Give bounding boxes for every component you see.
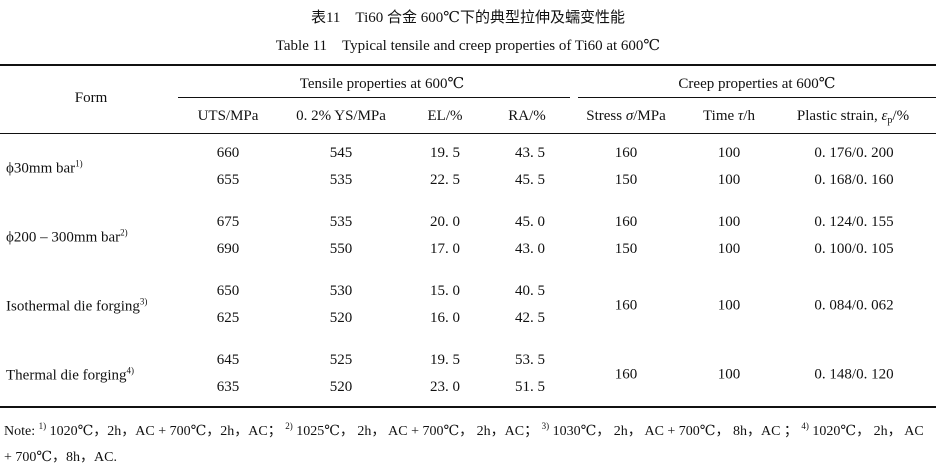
header-stress: Stress σ/MPa <box>586 108 666 124</box>
table-caption-en: Table 11 Typical tensile and creep prope… <box>275 38 661 54</box>
cell-stress: 150 <box>614 241 638 257</box>
header-el: EL/% <box>427 108 463 124</box>
creep-group-rule <box>578 97 936 98</box>
tensile-group-rule <box>178 97 570 98</box>
table-caption-cn: 表11 Ti60 合金 600℃下的典型拉伸及蠕变性能 <box>310 10 626 26</box>
header-tensile-group: Tensile properties at 600℃ <box>299 76 465 92</box>
header-rule <box>0 133 936 134</box>
cell-stress: 160 <box>614 214 638 230</box>
header-creep-group: Creep properties at 600℃ <box>678 76 836 92</box>
cell-el: 22. 5 <box>430 172 460 188</box>
cell-ys: 535 <box>329 172 353 188</box>
header-uts: UTS/MPa <box>197 108 259 124</box>
cell-ys: 520 <box>329 379 353 395</box>
cell-stress: 150 <box>614 172 638 188</box>
cell-plastic-strain: 0. 168/0. 160 <box>814 172 894 188</box>
cell-el: 16. 0 <box>430 310 460 326</box>
row-form-label: Thermal die forging4) <box>6 365 135 383</box>
cell-ys: 545 <box>329 145 353 161</box>
cell-ys: 525 <box>329 352 353 368</box>
cell-time: 100 <box>717 241 741 257</box>
cell-uts: 690 <box>216 241 240 257</box>
cell-time: 100 <box>717 214 741 230</box>
cell-el: 15. 0 <box>430 283 460 299</box>
cell-uts: 645 <box>216 352 240 368</box>
cell-plastic-strain: 0. 176/0. 200 <box>814 145 894 161</box>
cell-el: 17. 0 <box>430 241 460 257</box>
top-rule <box>0 64 936 66</box>
cell-ra: 45. 5 <box>515 172 545 188</box>
cell-ra: 43. 5 <box>515 145 545 161</box>
header-ra: RA/% <box>508 108 546 124</box>
cell-uts: 650 <box>216 283 240 299</box>
cell-uts: 655 <box>216 172 240 188</box>
row-form-label: Isothermal die forging3) <box>6 296 148 314</box>
cell-plastic-strain: 0. 100/0. 105 <box>814 241 894 257</box>
cell-time: 100 <box>717 145 741 161</box>
cell-time: 100 <box>717 366 741 382</box>
cell-uts: 675 <box>216 214 240 230</box>
cell-plastic-strain: 0. 148/0. 120 <box>814 366 894 382</box>
cell-uts: 625 <box>216 310 240 326</box>
note-label: Note: <box>4 424 36 439</box>
cell-ys: 535 <box>329 214 353 230</box>
cell-ra: 53. 5 <box>515 352 545 368</box>
cell-stress: 160 <box>614 366 638 382</box>
header-plastic-strain: Plastic strain, εp/% <box>796 108 910 126</box>
cell-uts: 635 <box>216 379 240 395</box>
cell-ra: 51. 5 <box>515 379 545 395</box>
cell-ys: 530 <box>329 283 353 299</box>
header-ys: 0. 2% YS/MPa <box>296 108 386 124</box>
cell-ys: 520 <box>329 310 353 326</box>
cell-stress: 160 <box>614 145 638 161</box>
note-item: 3) 1030℃， 2h， AC + 700℃， 8h，AC ； <box>541 421 798 439</box>
cell-plastic-strain: 0. 084/0. 062 <box>814 297 894 313</box>
cell-ys: 550 <box>329 241 353 257</box>
note-item: 1) 1020℃，2h，AC + 700℃，2h，AC； <box>38 421 282 439</box>
cell-el: 19. 5 <box>430 352 460 368</box>
bottom-rule <box>0 406 936 408</box>
note-item: 4) 1020℃， 2h， AC + 700℃，8h，AC. <box>4 421 924 465</box>
cell-plastic-strain: 0. 124/0. 155 <box>814 214 894 230</box>
cell-el: 23. 0 <box>430 379 460 395</box>
header-form: Form <box>74 90 108 106</box>
cell-ra: 40. 5 <box>515 283 545 299</box>
cell-time: 100 <box>717 297 741 313</box>
table-note: Note: 1) 1020℃，2h，AC + 700℃，2h，AC； 2) 10… <box>4 413 932 471</box>
note-item: 2) 1025℃， 2h， AC + 700℃， 2h，AC； <box>285 421 539 439</box>
cell-time: 100 <box>717 172 741 188</box>
cell-ra: 42. 5 <box>515 310 545 326</box>
row-form-label: ϕ30mm bar1) <box>6 158 83 176</box>
header-time: Time τ/h <box>703 108 755 124</box>
cell-el: 20. 0 <box>430 214 460 230</box>
row-form-label: ϕ200 – 300mm bar2) <box>6 227 128 245</box>
cell-el: 19. 5 <box>430 145 460 161</box>
cell-ra: 43. 0 <box>515 241 545 257</box>
cell-uts: 660 <box>216 145 240 161</box>
cell-ra: 45. 0 <box>515 214 545 230</box>
cell-stress: 160 <box>614 297 638 313</box>
